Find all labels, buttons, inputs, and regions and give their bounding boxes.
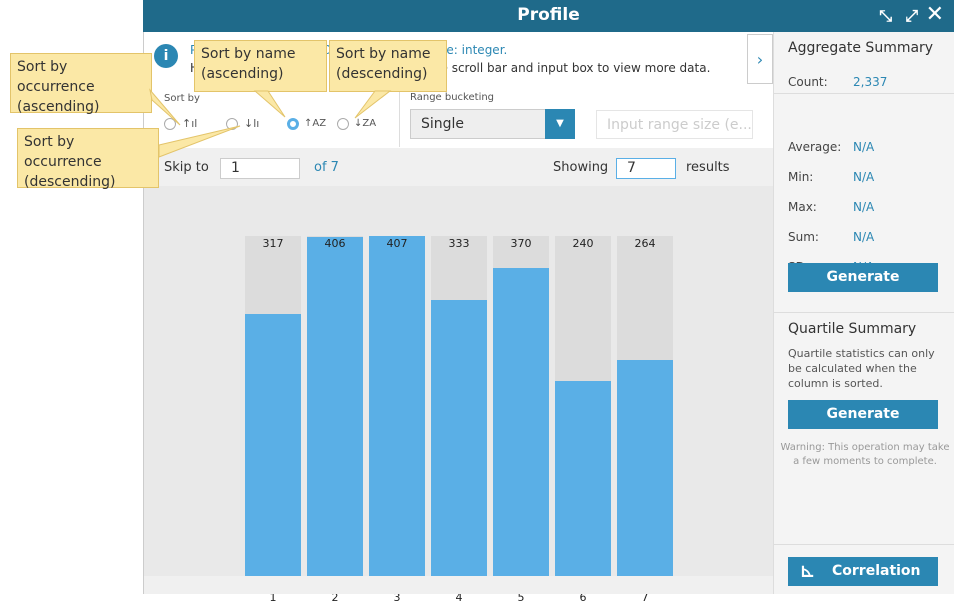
stat-label: Min: [788,170,814,184]
bar[interactable] [555,381,611,590]
correlation-icon: ⊾ [800,561,816,582]
info-icon: i [154,44,178,68]
sort-icon-text: ZA [362,118,377,129]
title: Profile [517,5,580,25]
sort-icon[interactable]: ↓ZA [354,118,377,129]
callout: Sort by name (descending) [329,40,447,92]
scrollbar[interactable] [144,576,773,594]
page-total: of 7 [314,160,339,175]
expand-icon[interactable]: ⤢ [905,6,918,25]
callout: Sort by occurrence (descending) [17,128,159,190]
collapse-icon[interactable]: ⤡ [879,6,892,25]
divider [774,93,954,94]
stat-value: 2,337 [853,75,888,89]
stat-value: N/A [853,140,875,154]
dropdown-button[interactable]: ▼ [545,109,575,139]
results-label: results [686,160,730,175]
header: Profile ⤡ ⤢ ✕ [143,0,954,32]
close-icon[interactable]: ✕ [925,2,944,27]
stat-value: N/A [853,200,875,214]
aggregate-title: Aggregate Summary [788,40,934,56]
sort-label: Sort by [164,93,200,104]
correlation-label: Correlation [832,563,921,579]
range-placeholder: Input range size (e... [607,117,752,133]
stat-label: Max: [788,200,817,214]
correlation-button[interactable]: ⊾ Correlation [788,557,938,586]
chart-area: 317 1 406 2 407 3 333 4 370 5 240 6 264 7 [144,186,773,604]
generate-button[interactable]: Generate [788,400,938,429]
bar[interactable] [617,360,673,590]
callout: Sort by occurrence (ascending) [10,53,152,115]
sort-icon[interactable]: ↑AZ [304,118,327,129]
range-input[interactable]: Input range size (e... [596,110,753,139]
bar[interactable] [307,236,363,590]
stat-label: Sum: [788,230,819,244]
bar[interactable] [493,268,549,590]
summary-panel: Aggregate Summary Count: 2,337 Average: N/A… [773,32,954,594]
bar-value-label: 264 [634,237,656,250]
bar[interactable] [431,300,487,590]
bucket-value: Single [421,116,465,132]
bar-value-label: 406 [324,237,346,250]
sort-radio-selected[interactable] [287,118,299,130]
callout: Sort by name (ascending) [194,40,327,92]
divider [774,312,954,313]
showing-input[interactable]: 7 [616,158,676,179]
main-panel: i Profile of column: DayOfWeek, integer,… [143,32,773,604]
panel-toggle[interactable]: › [747,34,773,84]
range-label: Range bucketing [410,92,495,103]
stat-label: Count: [788,75,828,89]
bar-value-label: 333 [448,237,470,250]
bar-value-label: 317 [262,237,284,250]
sort-radio[interactable] [337,118,349,130]
skip-input[interactable]: 1 [220,158,300,179]
sort-icon-text: AZ [312,118,327,129]
stat-value: N/A [853,170,875,184]
skip-label: Skip to [164,160,209,175]
sort-radio[interactable] [226,118,238,130]
quartile-description: Quartile statistics can only be calculat… [788,347,935,390]
sort-icon[interactable]: ↑ıl [182,117,198,130]
quartile-title: Quartile Summary [788,321,917,337]
sort-icon[interactable]: ↓lı [244,117,260,130]
divider [399,92,400,147]
stat-value: N/A [853,230,875,244]
quartile-warning: Warning: This operation may take a few m… [780,442,950,467]
generate-button[interactable]: Generate [788,263,938,292]
bar-value-label: 240 [572,237,594,250]
divider [774,544,954,545]
showing-label: Showing [553,160,609,175]
bar-value-label: 407 [386,237,408,250]
bar-value-label: 370 [510,237,532,250]
bar[interactable] [245,314,301,590]
bar[interactable] [369,236,425,590]
sort-radio[interactable] [164,118,176,130]
stat-label: Average: [788,140,842,154]
